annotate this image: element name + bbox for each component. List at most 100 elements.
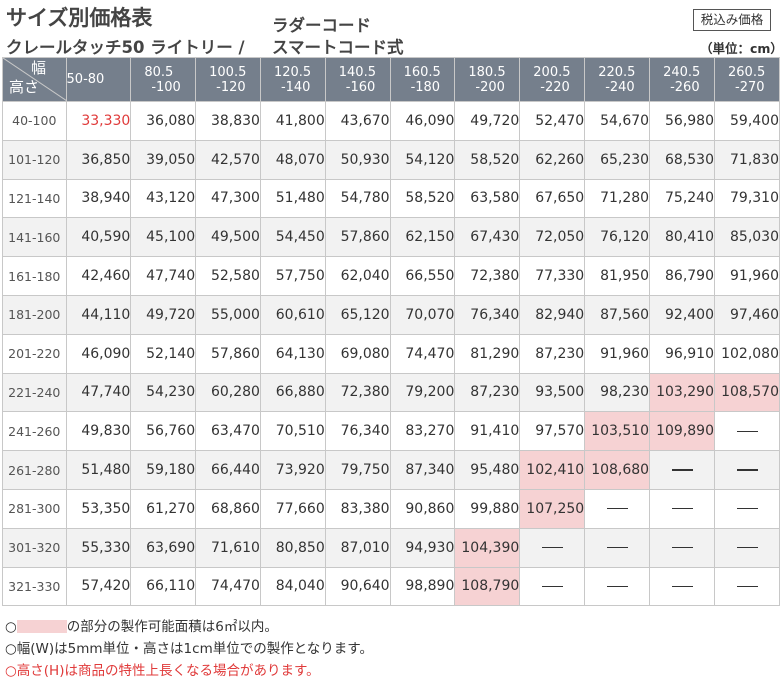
price-cell: 59,400: [714, 101, 780, 141]
price-cell: 77,330: [519, 256, 586, 296]
note-area-limit-text: の部分の製作可能面積は6㎡以内。: [66, 619, 278, 635]
price-cell: 38,830: [195, 101, 261, 141]
price-cell: 64,130: [259, 333, 326, 374]
unavailable-dash: [736, 469, 758, 471]
price-cell: 39,050: [130, 139, 197, 180]
price-cell: 82,940: [519, 294, 586, 335]
note-area-limit: ○ の部分の製作可能面積は6㎡以内。: [5, 615, 278, 635]
price-cell: 79,200: [389, 372, 456, 413]
price-cell: 91,960: [714, 256, 780, 296]
price-cell: 63,580: [454, 178, 521, 219]
price-cell: 96,910: [649, 333, 715, 374]
price-cell: 97,460: [714, 294, 780, 335]
price-cell: 71,610: [195, 527, 261, 568]
unavailable-dash: [736, 547, 758, 549]
price-cell: 95,480: [454, 450, 521, 490]
price-cell: 57,420: [65, 566, 132, 607]
width-header-to: -160: [345, 79, 376, 95]
width-header-to: -240: [605, 79, 635, 95]
height-range-label: 301-320: [2, 527, 67, 568]
price-cell: 91,960: [584, 333, 651, 374]
unavailable-dash: [606, 508, 628, 510]
price-cell: 81,290: [454, 333, 521, 374]
unavailable-cell: [649, 527, 715, 568]
height-range-label: 241-260: [2, 411, 67, 452]
unavailable-dash: [541, 585, 563, 588]
width-header-from: 220.5: [598, 64, 636, 80]
price-cell: 87,230: [519, 333, 586, 374]
price-cell: 45,100: [130, 217, 197, 258]
price-cell: 65,230: [584, 139, 651, 180]
price-cell: 102,080: [714, 333, 780, 374]
price-cell: 109,890: [649, 411, 715, 452]
width-header-to: -120: [216, 79, 246, 95]
height-range-label: 161-180: [2, 256, 67, 296]
price-cell: 42,460: [65, 256, 132, 296]
price-cell: 71,830: [714, 139, 780, 180]
price-cell: 43,670: [324, 101, 391, 141]
unavailable-dash: [736, 508, 758, 510]
price-cell: 58,520: [454, 139, 521, 180]
highlight-swatch: [16, 620, 67, 633]
note-size-unit: ○幅(W)は5mm単位・高さは1cm単位での製作となります。: [5, 641, 373, 657]
price-cell: 49,830: [65, 411, 132, 452]
price-cell: 75,240: [649, 178, 715, 219]
price-cell: 54,230: [130, 372, 197, 413]
price-cell: 104,390: [454, 527, 521, 568]
width-header-row: 幅 高さ 50-80 80.5 -100 100.5 -120 120.5 -140 140.…: [2, 57, 780, 102]
price-cell: 87,560: [584, 294, 651, 335]
note-height-warning: ○高さ(H)は商品の特性上長くなる場合があります。: [5, 663, 320, 679]
price-cell: 46,090: [389, 101, 456, 141]
price-cell: 79,750: [324, 450, 391, 490]
price-cell: 80,410: [649, 217, 715, 258]
width-header-from: 200.5: [533, 64, 571, 80]
price-cell: 83,380: [324, 488, 391, 529]
price-cell: 52,470: [519, 101, 586, 141]
price-cell: 74,470: [195, 566, 261, 607]
price-cell: 51,480: [259, 178, 326, 219]
price-cell: 107,250: [519, 488, 586, 529]
height-range-label: 121-140: [2, 178, 67, 219]
price-cell: 102,410: [519, 450, 586, 490]
price-cell: 72,050: [519, 217, 586, 258]
width-header-2: 100.5 -120: [195, 57, 261, 102]
unavailable-dash: [736, 430, 758, 432]
price-cell: 46,090: [65, 333, 132, 374]
price-cell: 33,330: [65, 101, 132, 141]
price-cell: 92,400: [649, 294, 715, 335]
width-header-4: 140.5 -160: [324, 57, 391, 102]
price-table-body: 40-100 33,330 36,080 38,830 41,800 43,670 46,0…: [2, 101, 780, 607]
price-cell: 108,570: [714, 372, 780, 413]
price-cell: 76,340: [324, 411, 391, 452]
unavailable-dash: [671, 508, 693, 510]
price-cell: 74,470: [389, 333, 456, 374]
price-cell: 108,790: [454, 566, 521, 607]
unavailable-cell: [649, 488, 715, 529]
table-row: 281-300 53,350 61,270 68,860 77,660 83,380 90,…: [2, 488, 780, 529]
height-range-label: 101-120: [2, 139, 67, 180]
height-range-label: 321-330: [2, 566, 67, 607]
price-cell: 36,080: [130, 101, 197, 141]
product-name: クレールタッチ50 ライトリー /: [6, 38, 245, 57]
table-row: 261-280 51,480 59,180 66,440 73,920 79,750 87,…: [2, 450, 780, 490]
price-cell: 90,860: [389, 488, 456, 529]
table-row: 141-160 40,590 45,100 49,500 54,450 57,860 62,…: [2, 217, 780, 258]
price-cell: 66,550: [389, 256, 456, 296]
price-cell: 93,500: [519, 372, 586, 413]
width-header-10: 260.5 -270: [714, 57, 780, 102]
unavailable-cell: [584, 527, 651, 568]
price-cell: 49,500: [195, 217, 261, 258]
width-header-to: -140: [280, 79, 311, 95]
width-header-to: -100: [151, 79, 181, 95]
price-cell: 67,430: [454, 217, 521, 258]
unavailable-dash: [671, 469, 693, 471]
width-header-to: -260: [670, 79, 700, 95]
height-range-label: 201-220: [2, 333, 67, 374]
price-cell: 91,410: [454, 411, 521, 452]
price-cell: 80,850: [259, 527, 326, 568]
table-row: 101-120 36,850 39,050 42,570 48,070 50,930 54,…: [2, 139, 780, 180]
unavailable-cell: [714, 411, 780, 452]
width-header-from: 140.5: [338, 64, 376, 80]
price-cell: 40,590: [65, 217, 132, 258]
height-axis-label: 高さ: [9, 78, 40, 96]
